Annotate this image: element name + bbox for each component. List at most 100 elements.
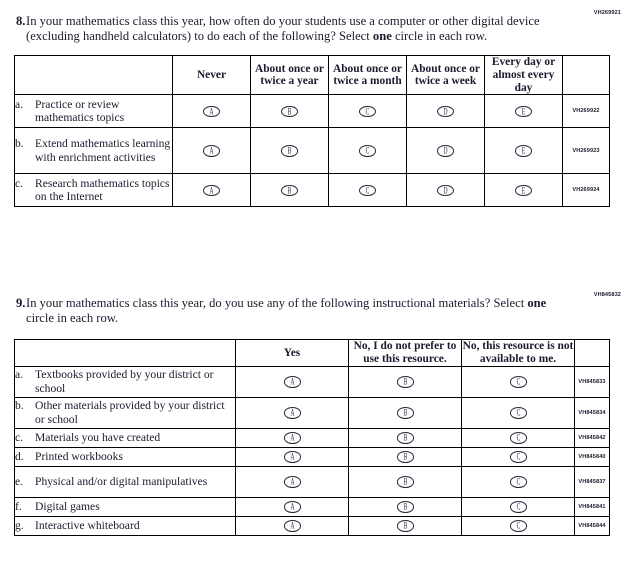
row-label-cell-9g: g. Interactive whiteboard — [14, 515, 236, 536]
option-cell-9g-no-prefer[interactable]: B — [348, 515, 462, 536]
answer-bubble-c[interactable]: C — [509, 501, 527, 513]
answer-bubble-a[interactable]: A — [203, 105, 220, 118]
option-cell-9d-yes[interactable]: A — [235, 446, 349, 467]
answer-bubble-c[interactable]: C — [359, 145, 376, 157]
bubble-letter: C — [516, 432, 520, 443]
answer-bubble-e[interactable]: E — [515, 145, 532, 157]
option-cell-9a-yes[interactable]: A — [235, 365, 349, 398]
answer-bubble-d[interactable]: D — [437, 184, 454, 197]
option-cell-9c-yes[interactable]: A — [235, 427, 349, 448]
row-letter-9g: g. — [15, 518, 24, 532]
option-cell-9d-no-prefer[interactable]: B — [348, 446, 462, 467]
answer-bubble-a[interactable]: A — [283, 501, 301, 513]
option-cell-8c-week[interactable]: D — [406, 173, 485, 208]
bubble-letter: A — [289, 451, 295, 462]
answer-bubble-b[interactable]: B — [396, 476, 414, 488]
option-cell-8a-never[interactable]: A — [172, 94, 251, 129]
option-cell-8a-everyday[interactable]: E — [484, 94, 563, 129]
answer-bubble-b[interactable]: B — [396, 520, 414, 532]
answer-bubble-c[interactable]: C — [509, 476, 527, 488]
answer-bubble-a[interactable]: A — [283, 376, 301, 388]
answer-bubble-d[interactable]: D — [437, 145, 454, 157]
row-text-9f: Digital games — [35, 499, 100, 513]
option-cell-8b-never[interactable]: A — [172, 127, 251, 175]
answer-bubble-a[interactable]: A — [283, 432, 301, 444]
option-cell-8b-week[interactable]: D — [406, 127, 485, 175]
question-text-8-part2: circle in each row. — [391, 29, 488, 44]
bubble-letter: A — [289, 501, 295, 512]
table-row: a. Textbooks provided by your district or… — [14, 365, 610, 398]
option-cell-9f-yes[interactable]: A — [235, 496, 349, 517]
survey-table-9: Yes No, I do not prefer to use this reso… — [14, 339, 610, 536]
option-cell-8c-year[interactable]: B — [250, 173, 329, 208]
row-letter-9e: e. — [15, 474, 24, 488]
answer-bubble-c[interactable]: C — [509, 376, 527, 388]
option-cell-8a-week[interactable]: D — [406, 94, 485, 129]
bubble-letter: D — [443, 106, 448, 117]
option-cell-8a-year[interactable]: B — [250, 94, 329, 129]
answer-bubble-c[interactable]: C — [509, 432, 527, 444]
option-cell-9a-no-available[interactable]: C — [461, 365, 575, 398]
row-label-cell-9d: d. Printed workbooks — [14, 446, 236, 467]
answer-bubble-c[interactable]: C — [509, 451, 527, 463]
answer-bubble-c[interactable]: C — [509, 520, 527, 532]
answer-bubble-c[interactable]: C — [359, 184, 376, 197]
row-letter-8a: a. — [15, 97, 24, 111]
row-text-8c: Research mathematics topics on the Inter… — [35, 176, 170, 204]
answer-bubble-b[interactable]: B — [396, 501, 414, 513]
option-cell-9e-yes[interactable]: A — [235, 465, 349, 498]
answer-bubble-b[interactable]: B — [396, 451, 414, 463]
bubble-letter: B — [403, 432, 407, 443]
answer-bubble-b[interactable]: B — [396, 376, 414, 388]
answer-bubble-e[interactable]: E — [515, 105, 532, 118]
answer-bubble-b[interactable]: B — [281, 184, 298, 197]
row-label-cell-9b: b. Other materials provided by your distr… — [14, 396, 236, 429]
table-row: c. Research mathematics topics on the Int… — [14, 173, 610, 208]
option-cell-8b-year[interactable]: B — [250, 127, 329, 175]
bubble-letter: B — [287, 145, 292, 156]
option-cell-8c-month[interactable]: C — [328, 173, 407, 208]
option-cell-8b-everyday[interactable]: E — [484, 127, 563, 175]
bubble-letter: E — [521, 145, 526, 156]
answer-bubble-d[interactable]: D — [437, 105, 454, 118]
answer-bubble-b[interactable]: B — [396, 407, 414, 419]
option-cell-9f-no-available[interactable]: C — [461, 496, 575, 517]
answer-bubble-a[interactable]: A — [203, 145, 220, 157]
answer-bubble-a[interactable]: A — [283, 476, 301, 488]
option-cell-9d-no-available[interactable]: C — [461, 446, 575, 467]
option-cell-9e-no-available[interactable]: C — [461, 465, 575, 498]
question-text-8-emphasis: one — [372, 29, 392, 44]
answer-bubble-e[interactable]: E — [515, 184, 532, 197]
answer-bubble-c[interactable]: C — [509, 407, 527, 419]
answer-bubble-a[interactable]: A — [283, 520, 301, 532]
answer-bubble-b[interactable]: B — [396, 432, 414, 444]
answer-bubble-a[interactable]: A — [283, 451, 301, 463]
option-cell-9b-no-available[interactable]: C — [461, 396, 575, 429]
option-cell-9f-no-prefer[interactable]: B — [348, 496, 462, 517]
option-cell-9e-no-prefer[interactable]: B — [348, 465, 462, 498]
question-stem-9: VH845832 9. In your mathematics class th… — [0, 292, 625, 326]
question-text-8: In your mathematics class this year, how… — [26, 14, 553, 44]
option-cell-8a-month[interactable]: C — [328, 94, 407, 129]
row-text-9g: Interactive whiteboard — [35, 518, 140, 532]
answer-bubble-a[interactable]: A — [283, 407, 301, 419]
option-cell-9a-no-prefer[interactable]: B — [348, 365, 462, 398]
row-text-9e: Physical and/or digital manipulatives — [35, 474, 208, 488]
bubble-letter: A — [289, 407, 295, 418]
option-cell-8b-month[interactable]: C — [328, 127, 407, 175]
answer-bubble-a[interactable]: A — [203, 184, 220, 197]
answer-bubble-b[interactable]: B — [281, 105, 298, 118]
answer-bubble-b[interactable]: B — [281, 145, 298, 157]
option-cell-9g-yes[interactable]: A — [235, 515, 349, 536]
row-label-cell-9e: e. Physical and/or digital manipulatives — [14, 465, 236, 498]
option-cell-9b-no-prefer[interactable]: B — [348, 396, 462, 429]
option-cell-8c-everyday[interactable]: E — [484, 173, 563, 208]
option-cell-9c-no-available[interactable]: C — [461, 427, 575, 448]
option-cell-8c-never[interactable]: A — [172, 173, 251, 208]
header-stub-cell-8 — [14, 55, 173, 96]
option-cell-9b-yes[interactable]: A — [235, 396, 349, 429]
answer-bubble-c[interactable]: C — [359, 105, 376, 118]
row-letter-8b: b. — [15, 137, 24, 151]
option-cell-9g-no-available[interactable]: C — [461, 515, 575, 536]
option-cell-9c-no-prefer[interactable]: B — [348, 427, 462, 448]
